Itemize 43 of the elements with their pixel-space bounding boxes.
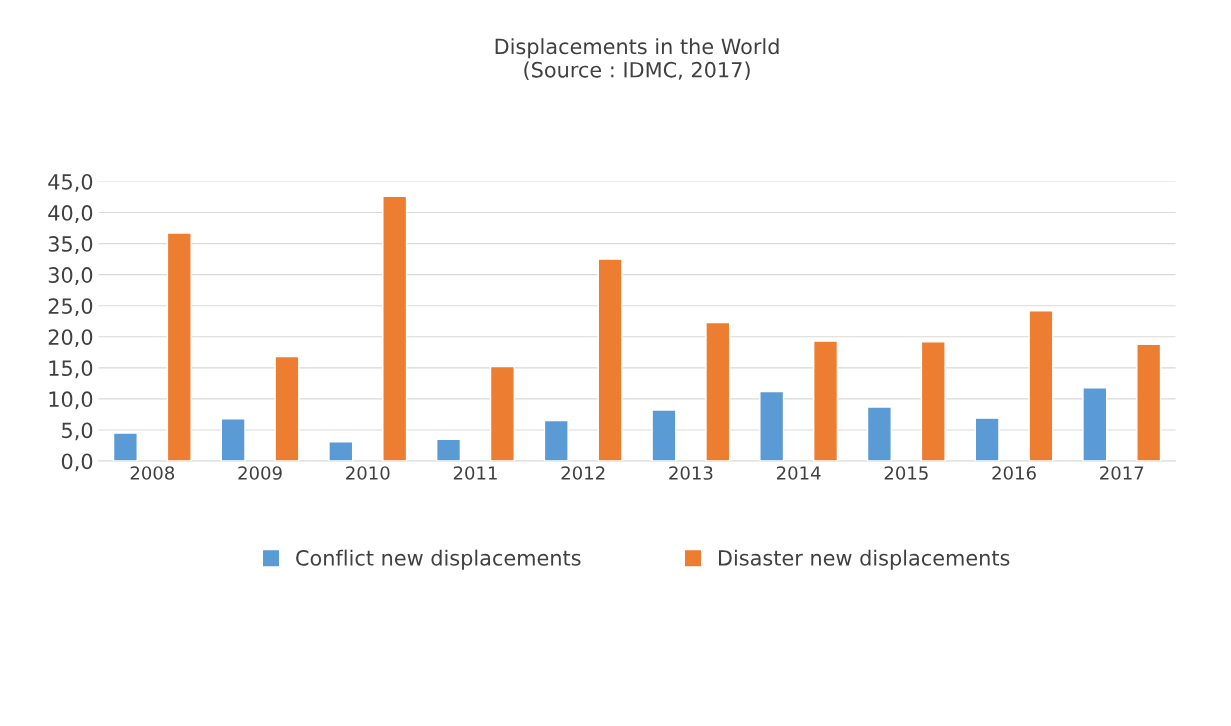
- y-tick-label: 0,0: [61, 453, 93, 472]
- legend-label: Disaster new displacements: [719, 549, 1010, 570]
- bar: [328, 441, 354, 462]
- y-tick-label: 10,0: [49, 391, 93, 410]
- x-tick-label: 2015: [884, 466, 928, 480]
- bar: [274, 355, 300, 462]
- x-tick-label: 2012: [561, 466, 605, 480]
- bar: [866, 406, 892, 462]
- bar: [974, 417, 1000, 462]
- bar: [597, 258, 623, 462]
- y-tick-label: 15,0: [49, 360, 93, 379]
- y-tick-label: 40,0: [48, 205, 93, 223]
- bar: [1136, 343, 1162, 462]
- x-tick-label: 2010: [346, 466, 390, 480]
- bar: [436, 438, 462, 462]
- x-tick-label: 2009: [238, 466, 282, 480]
- y-tick-label: 35,0: [48, 236, 93, 254]
- bar: [705, 321, 731, 462]
- x-tick-label: 2017: [1100, 466, 1144, 480]
- bar: [759, 390, 785, 462]
- bar: [1028, 310, 1054, 462]
- bar: [220, 418, 246, 462]
- chart-title: Displacements in the World (Source : IDMC, 2017): [495, 38, 779, 81]
- legend-label: Conflict new displacements: [296, 549, 581, 570]
- bar: [651, 409, 677, 462]
- bar: [112, 432, 138, 462]
- y-tick-label: 30,0: [48, 267, 93, 286]
- y-tick-label: 20,0: [48, 329, 93, 348]
- bar: [166, 232, 192, 462]
- bar: [489, 365, 515, 462]
- x-tick-label: 2014: [776, 466, 821, 480]
- y-tick-label: 25,0: [48, 298, 93, 317]
- x-tick-label: 2013: [669, 466, 713, 480]
- bar: [1082, 387, 1108, 462]
- bar: [382, 195, 408, 462]
- x-tick-label: 2011: [453, 466, 497, 480]
- bar: [812, 340, 839, 462]
- x-tick-label: 2016: [992, 466, 1036, 480]
- bar: [920, 341, 946, 462]
- y-tick-label: 5,0: [62, 422, 93, 441]
- x-tick-label: 2008: [130, 466, 175, 480]
- bar: [543, 419, 569, 462]
- y-tick-label: 45,0: [48, 173, 93, 192]
